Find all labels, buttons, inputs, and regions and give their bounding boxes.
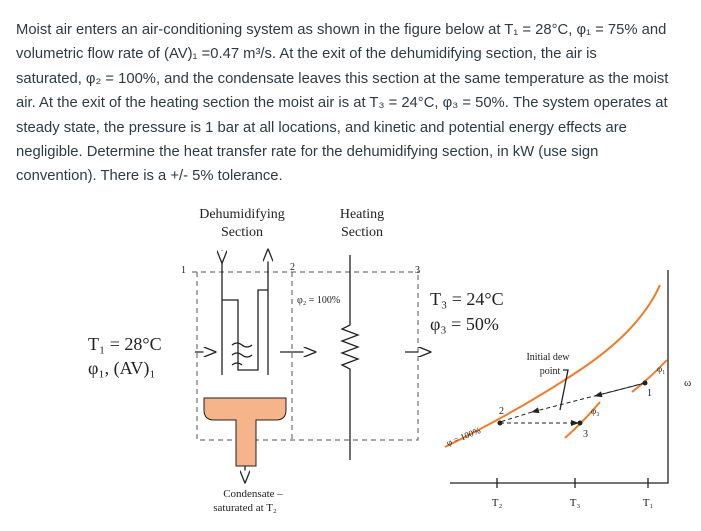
text-line: air. At the exit of the heating section … bbox=[16, 95, 668, 112]
label: point bbox=[540, 366, 561, 377]
label: Dehumidifying bbox=[199, 207, 285, 222]
process-line bbox=[531, 382, 646, 414]
label: φ₁, (AV)₁ bbox=[88, 358, 156, 379]
system-diagram: Dehumidifying Section Heating Section 1 … bbox=[88, 207, 504, 514]
label: T₃ = 24°C bbox=[430, 289, 504, 309]
label: Condensate – bbox=[223, 488, 283, 500]
state-label: 1 bbox=[181, 265, 186, 276]
ticks bbox=[496, 478, 649, 488]
label: φ₃ = 50% bbox=[430, 314, 499, 334]
label: Heating bbox=[340, 207, 384, 222]
label: φ₃ bbox=[591, 406, 599, 416]
phi1-curve bbox=[631, 359, 668, 393]
leader bbox=[559, 369, 569, 411]
text-line: Moist air enters an air-conditioning sys… bbox=[16, 22, 667, 38]
label: Section bbox=[221, 225, 263, 240]
text-line: convention). There is a +/- 5% tolerance… bbox=[16, 168, 283, 185]
axis-label: ω bbox=[684, 377, 691, 389]
text-line: volumetric flow rate of (AV)₁ =0.47 m³/s… bbox=[16, 46, 597, 63]
heater bbox=[340, 255, 360, 460]
state-point bbox=[577, 420, 583, 426]
label: T₁ = 28°C bbox=[88, 334, 162, 354]
phi3-curve bbox=[564, 401, 601, 439]
text-line: steady state, the pressure is 1 bar at a… bbox=[16, 119, 627, 136]
axes bbox=[450, 270, 669, 484]
label: Section bbox=[341, 225, 383, 240]
point-label: 1 bbox=[647, 388, 652, 399]
control-volume bbox=[192, 271, 420, 441]
text-line: saturated, φ₂ = 100%, and the condensate… bbox=[16, 70, 669, 87]
label: saturated at T₂ bbox=[213, 502, 277, 514]
state-point bbox=[497, 420, 503, 426]
axis-label: T₂ bbox=[492, 497, 503, 509]
coil bbox=[222, 289, 268, 371]
problem-text: Moist air enters an air-conditioning sys… bbox=[16, 18, 668, 189]
process-line bbox=[499, 411, 533, 423]
state-label: 2 bbox=[290, 262, 295, 273]
saturation-curve bbox=[444, 284, 661, 448]
point-label: 2 bbox=[499, 406, 504, 417]
label: φ₂ = 100% bbox=[297, 295, 340, 306]
point-label: 3 bbox=[583, 429, 588, 440]
state-label: 3 bbox=[415, 265, 420, 276]
label: φ₁ bbox=[657, 364, 665, 374]
axis-label: T₃ bbox=[570, 497, 581, 509]
coil-pipes bbox=[221, 250, 269, 375]
label: Initial dew bbox=[526, 352, 570, 363]
condensate-tray bbox=[203, 397, 287, 467]
label: φ = 100% bbox=[445, 425, 482, 448]
axis-label: T₁ bbox=[643, 497, 654, 509]
text-line: negligible. Determine the heat transfer … bbox=[16, 144, 599, 161]
state-point bbox=[642, 380, 648, 386]
process-arrow bbox=[594, 382, 646, 398]
